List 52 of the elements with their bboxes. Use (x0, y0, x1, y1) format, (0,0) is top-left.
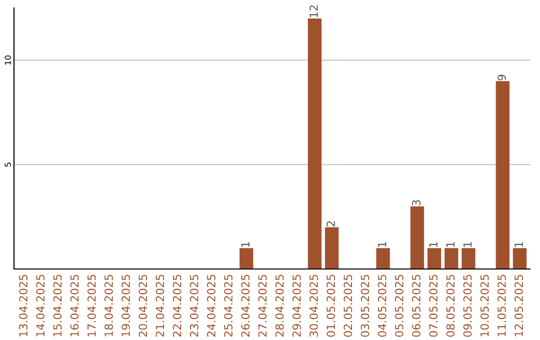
x-tick-label: 06.05.2025 (412, 274, 420, 337)
bar (444, 248, 458, 269)
data-label: 3 (412, 200, 420, 206)
x-tick-label: 04.05.2025 (378, 274, 386, 337)
bar (308, 18, 322, 269)
x-tick-label: 15.04.2025 (53, 274, 62, 336)
x-tick-label: 11.05.2025 (497, 274, 506, 336)
y-tick-label: 5 (4, 162, 11, 167)
data-label: 1 (446, 242, 454, 247)
data-label: 1 (378, 242, 386, 247)
bar (410, 206, 424, 269)
data-label: 1 (429, 242, 438, 247)
bar (427, 248, 442, 269)
x-tick-label: 05.05.2025 (394, 274, 404, 337)
data-label: 1 (463, 242, 472, 247)
bar (240, 248, 254, 269)
x-tick-label: 03.05.2025 (360, 274, 370, 337)
data-label: 12 (310, 5, 318, 18)
x-tick-label: 08.05.2025 (446, 274, 455, 337)
x-tick-label: 26.04.2025 (241, 274, 250, 337)
x-tick-label: 01.05.2025 (326, 274, 336, 337)
x-tick-label: 07.05.2025 (429, 274, 438, 337)
bar (496, 81, 510, 269)
data-label: 1 (514, 242, 523, 247)
x-tick-label: 22.04.2025 (172, 274, 182, 337)
x-tick-label: 20.04.2025 (138, 274, 148, 337)
x-tick-label: 14.04.2025 (36, 274, 45, 336)
x-tick-label: 13.04.2025 (19, 274, 28, 336)
x-tick-label: 23.04.2025 (190, 274, 198, 337)
bar (462, 248, 476, 269)
x-tick-label: 29.04.2025 (292, 274, 301, 337)
data-label: 2 (326, 221, 335, 226)
data-label: 1 (241, 242, 250, 247)
bar (376, 248, 390, 269)
x-tick-label: 19.04.2025 (122, 274, 130, 336)
x-tick-label: 12.05.2025 (514, 274, 523, 336)
x-tick-label: 10.05.2025 (480, 274, 489, 336)
bar (324, 227, 339, 269)
x-tick-label: 30.04.2025 (310, 274, 318, 337)
bar (512, 248, 527, 269)
x-tick-label: 27.04.2025 (258, 274, 267, 337)
x-tick-label: 21.04.2025 (156, 274, 164, 337)
x-tick-label: 24.04.2025 (207, 274, 216, 337)
x-tick-label: 02.05.2025 (344, 274, 352, 337)
x-tick-label: 17.04.2025 (87, 274, 96, 336)
x-tick-label: 16.04.2025 (70, 274, 79, 336)
y-tick-label: 10 (4, 55, 11, 65)
x-tick-label: 28.04.2025 (275, 274, 284, 337)
x-tick-label: 18.04.2025 (104, 274, 113, 336)
data-label: 9 (497, 74, 506, 80)
x-tick-label: 09.05.2025 (463, 274, 472, 337)
x-tick-label: 25.04.2025 (224, 274, 233, 337)
